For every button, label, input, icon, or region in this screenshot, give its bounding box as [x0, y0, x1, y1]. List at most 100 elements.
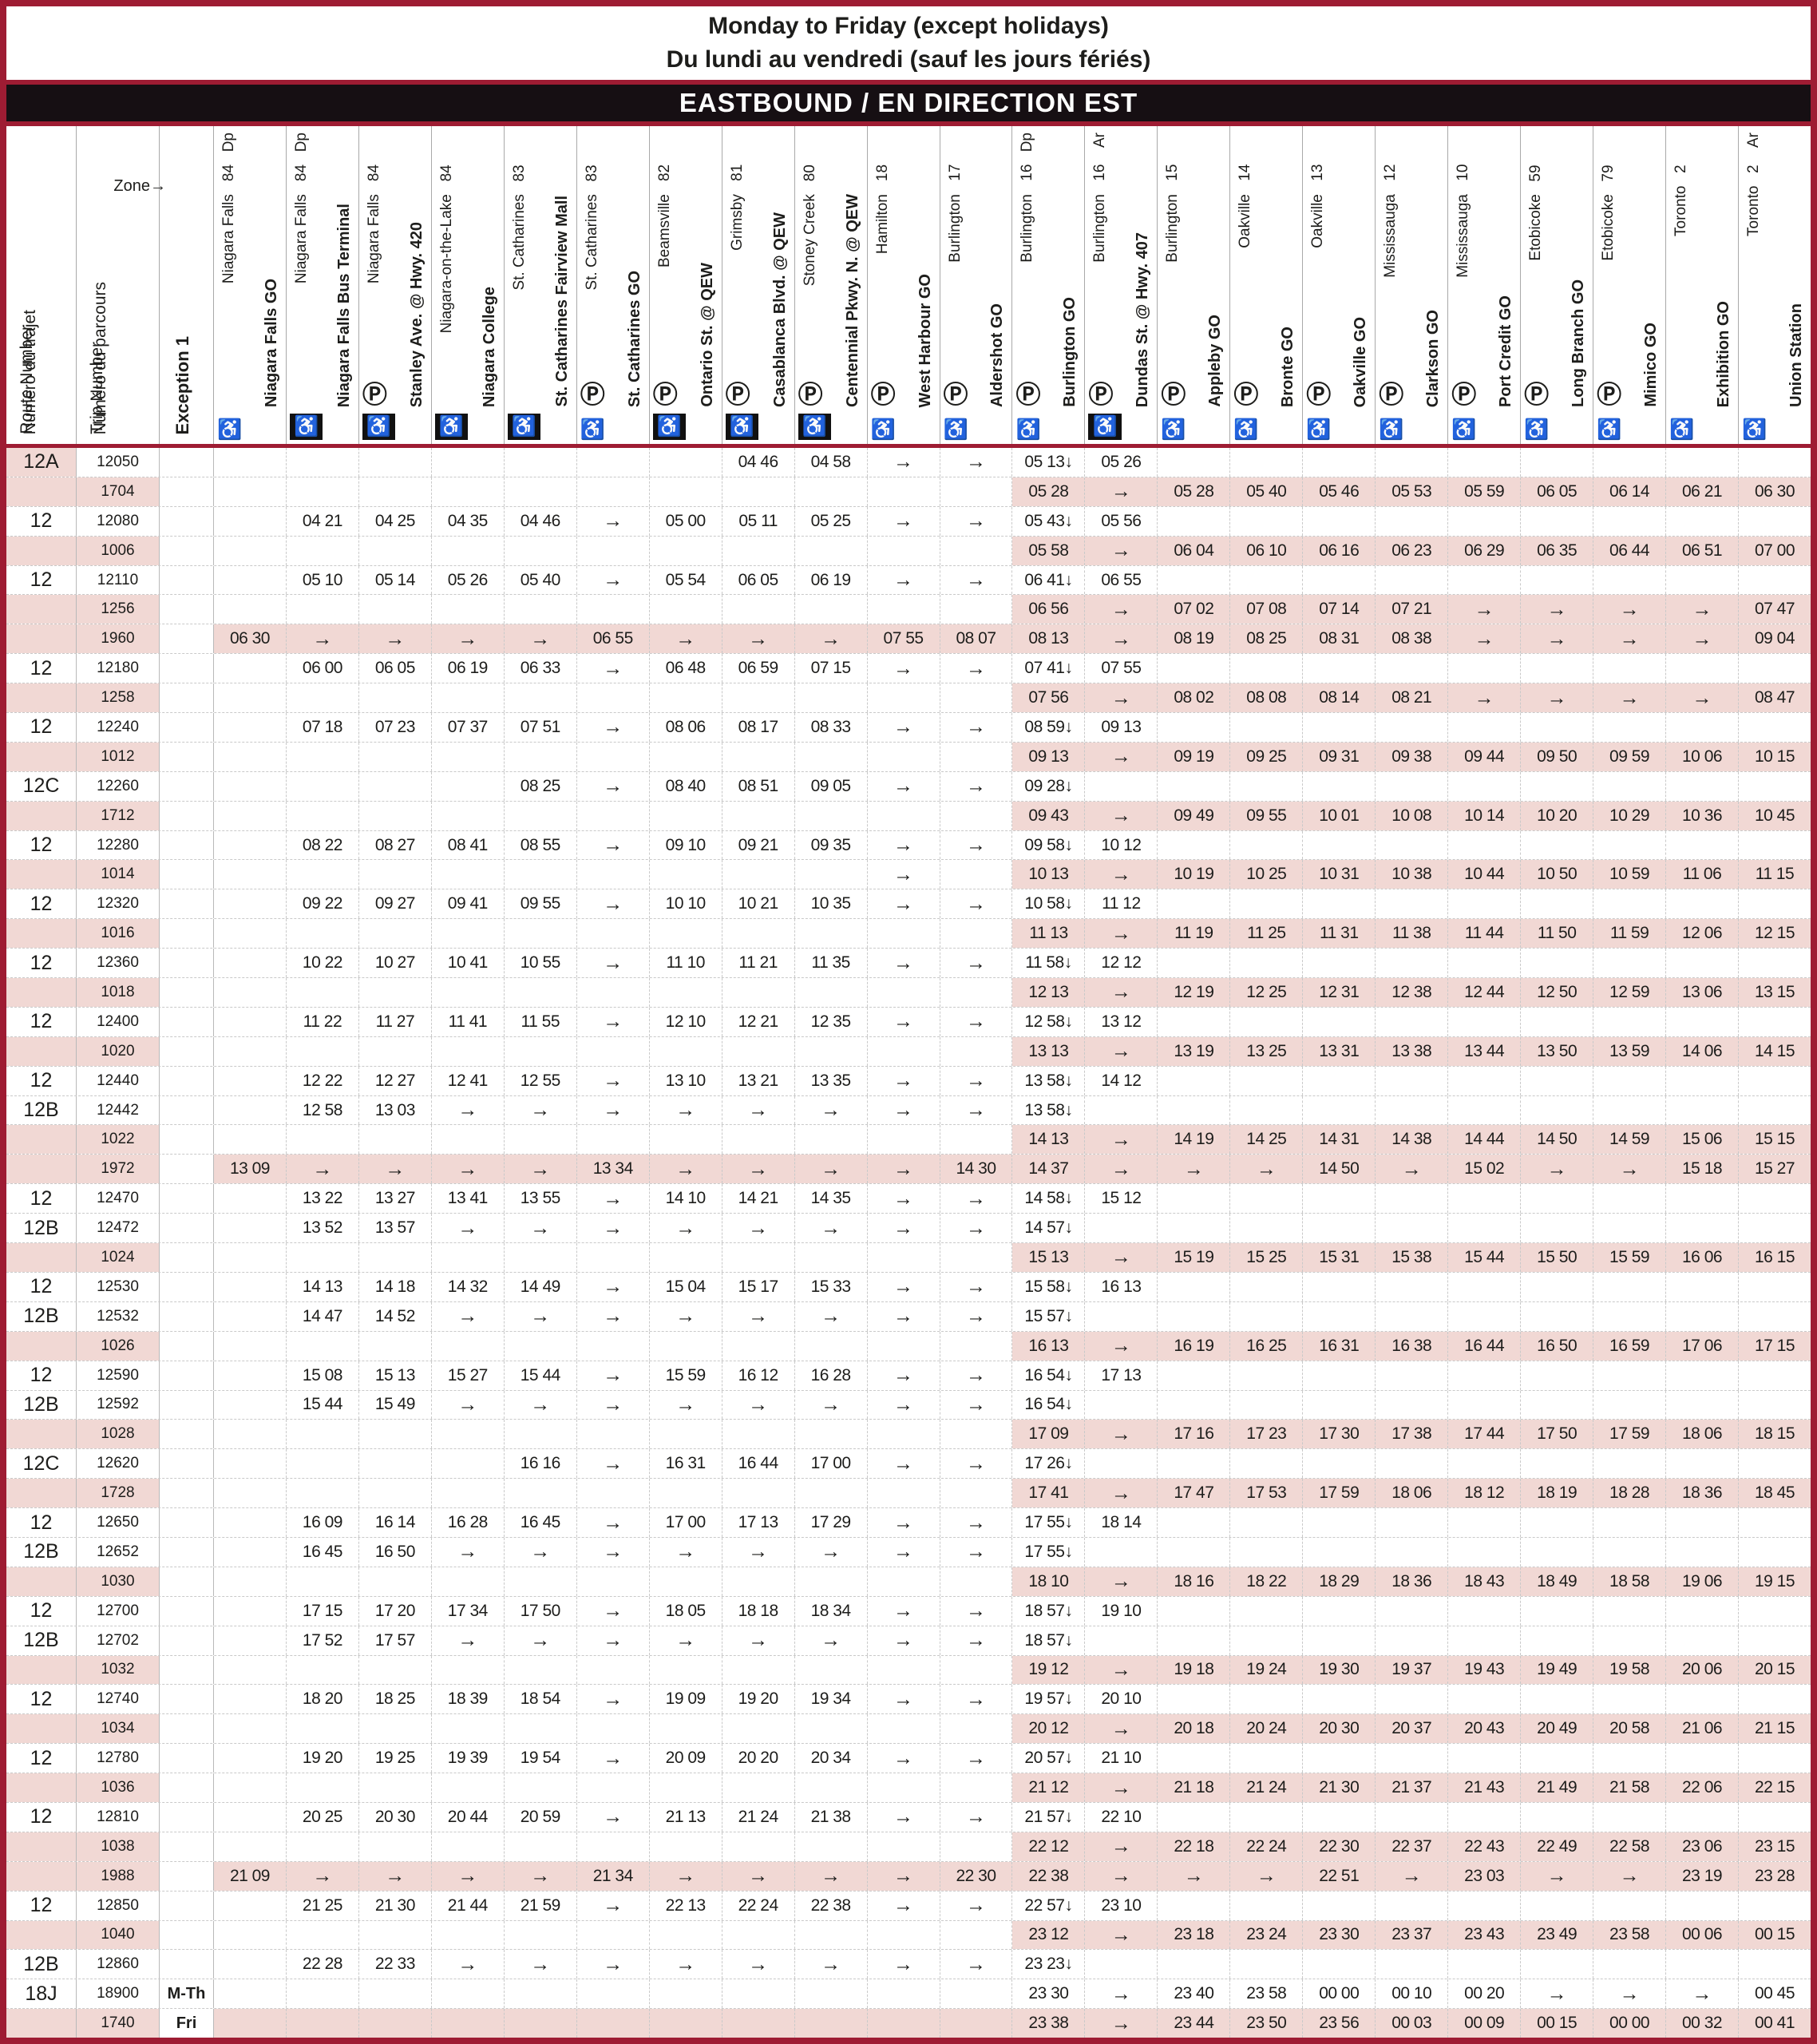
- time-cell: →: [940, 771, 1013, 801]
- time-cell: 14 58↓: [1012, 1184, 1086, 1214]
- time-cell: 07 02: [1158, 595, 1231, 624]
- time-cell: →: [940, 1184, 1013, 1214]
- time-cell: 04 58: [795, 448, 868, 477]
- time-cell: 20 10: [1085, 1685, 1158, 1714]
- station-city: Hamilton: [873, 194, 891, 255]
- time-cell: 00 06: [1666, 1920, 1740, 1950]
- station-zone: 16: [1019, 164, 1036, 182]
- time-cell: [432, 1979, 505, 2009]
- time-cell: [505, 742, 577, 771]
- exception-cell: [160, 742, 214, 771]
- time-cell: →: [1085, 536, 1158, 565]
- time-cell: 05 13↓: [1012, 448, 1086, 477]
- time-cell: [577, 1243, 650, 1272]
- time-cell: [287, 978, 359, 1007]
- time-cell: [1521, 1626, 1594, 1655]
- time-cell: 11 55: [505, 1007, 577, 1036]
- time-cell: [1158, 654, 1231, 683]
- time-cell: [1739, 1449, 1811, 1478]
- station-city-zone: Oakville13: [1309, 164, 1327, 248]
- time-cell: →: [868, 1685, 940, 1714]
- time-cell: 17 57: [359, 1626, 432, 1655]
- time-cell: [359, 536, 432, 565]
- time-cell: [577, 742, 650, 771]
- route-cell: [6, 1773, 77, 1802]
- time-cell: 08 38: [1376, 624, 1449, 654]
- time-cell: [505, 1832, 577, 1861]
- time-cell: →: [286, 1155, 359, 1184]
- time-cell: [1158, 1596, 1231, 1626]
- exception-header-label: Exception 1: [172, 335, 192, 434]
- time-cell: 09 58↓: [1012, 830, 1086, 860]
- station-city-zone: Burlington15: [1164, 164, 1182, 263]
- wheelchair-icon: ♿: [1233, 418, 1259, 441]
- time-cell: [1230, 1891, 1304, 1920]
- exception-cell: [160, 1508, 214, 1537]
- time-cell: 08 47: [1739, 683, 1811, 713]
- time-cell: 04 46: [722, 448, 795, 477]
- time-cell: 21 58: [1593, 1773, 1667, 1802]
- station-header-10: Hamilton18 West Harbour GO Ⓟ ♿: [868, 126, 940, 444]
- time-cell: 17 41: [1012, 1479, 1086, 1508]
- time-cell: [722, 978, 795, 1007]
- time-cell: 06 10: [1230, 536, 1304, 565]
- time-cell: [1666, 889, 1740, 919]
- time-cell: 11 25: [1230, 919, 1304, 949]
- time-cell: [1448, 1950, 1522, 1979]
- time-cell: [722, 1655, 795, 1685]
- time-cell: [1448, 1537, 1522, 1567]
- time-cell: 04 21: [287, 506, 359, 536]
- time-cell: [577, 1773, 650, 1802]
- wheelchair-icon: ♿: [1597, 418, 1622, 441]
- time-cell: 08 33: [795, 713, 868, 742]
- time-cell: [1158, 1744, 1231, 1773]
- route-cell: 12: [6, 506, 77, 536]
- parking-icon: Ⓟ: [1233, 381, 1259, 409]
- time-cell: [577, 683, 650, 713]
- time-cell: [214, 683, 287, 713]
- time-cell: [868, 978, 940, 1007]
- dp-ar-label: Ar: [1091, 133, 1109, 148]
- trip-cell: 12530: [77, 1272, 160, 1301]
- time-cell: 20 12: [1012, 1714, 1086, 1744]
- trip-row: 12 12360 10 22 10 27 10 41 10 55 → 11 10 11 21…: [6, 949, 1811, 979]
- time-cell: →: [1666, 595, 1740, 624]
- time-cell: [1593, 713, 1667, 742]
- time-cell: →: [1085, 978, 1158, 1007]
- route-cell: 18J: [6, 1979, 77, 2009]
- time-cell: →: [1448, 595, 1522, 624]
- time-cell: 12 58: [287, 1095, 359, 1125]
- station-city: Toronto: [1745, 185, 1763, 236]
- time-cell: [1376, 1214, 1449, 1243]
- time-cell: 08 25: [1230, 624, 1304, 654]
- route-cell: 12C: [6, 771, 77, 801]
- trip-row: 1006 05 58 → 06 04 06 10 06 16 06 23 06 29 06 3…: [6, 536, 1811, 566]
- station-zone: 80: [801, 164, 818, 182]
- station-zone: 79: [1600, 164, 1617, 182]
- exception-cell: [160, 654, 214, 683]
- time-cell: [1666, 1361, 1740, 1390]
- time-cell: [1666, 771, 1740, 801]
- time-cell: [1448, 1449, 1522, 1479]
- time-cell: [505, 1567, 577, 1596]
- time-cell: [722, 2009, 795, 2038]
- time-cell: [1521, 1301, 1594, 1331]
- time-cell: [650, 1036, 722, 1066]
- time-cell: [359, 448, 432, 477]
- time-cell: 23 44: [1158, 2009, 1231, 2038]
- time-cell: 11 59: [1593, 919, 1667, 949]
- time-cell: [795, 919, 868, 949]
- exception-cell: [160, 595, 214, 624]
- time-cell: [214, 949, 287, 978]
- time-cell: 09 22: [287, 889, 359, 919]
- time-cell: 19 20: [287, 1744, 359, 1773]
- time-cell: →: [868, 771, 940, 801]
- time-cell: [1521, 1891, 1594, 1920]
- time-cell: [214, 1832, 287, 1861]
- time-cell: 09 50: [1521, 742, 1594, 771]
- time-cell: [359, 1036, 432, 1066]
- station-zone: 82: [655, 164, 673, 182]
- route-cell: 12: [6, 654, 77, 683]
- time-cell: 11 13: [1012, 919, 1086, 949]
- time-cell: →: [650, 1095, 722, 1125]
